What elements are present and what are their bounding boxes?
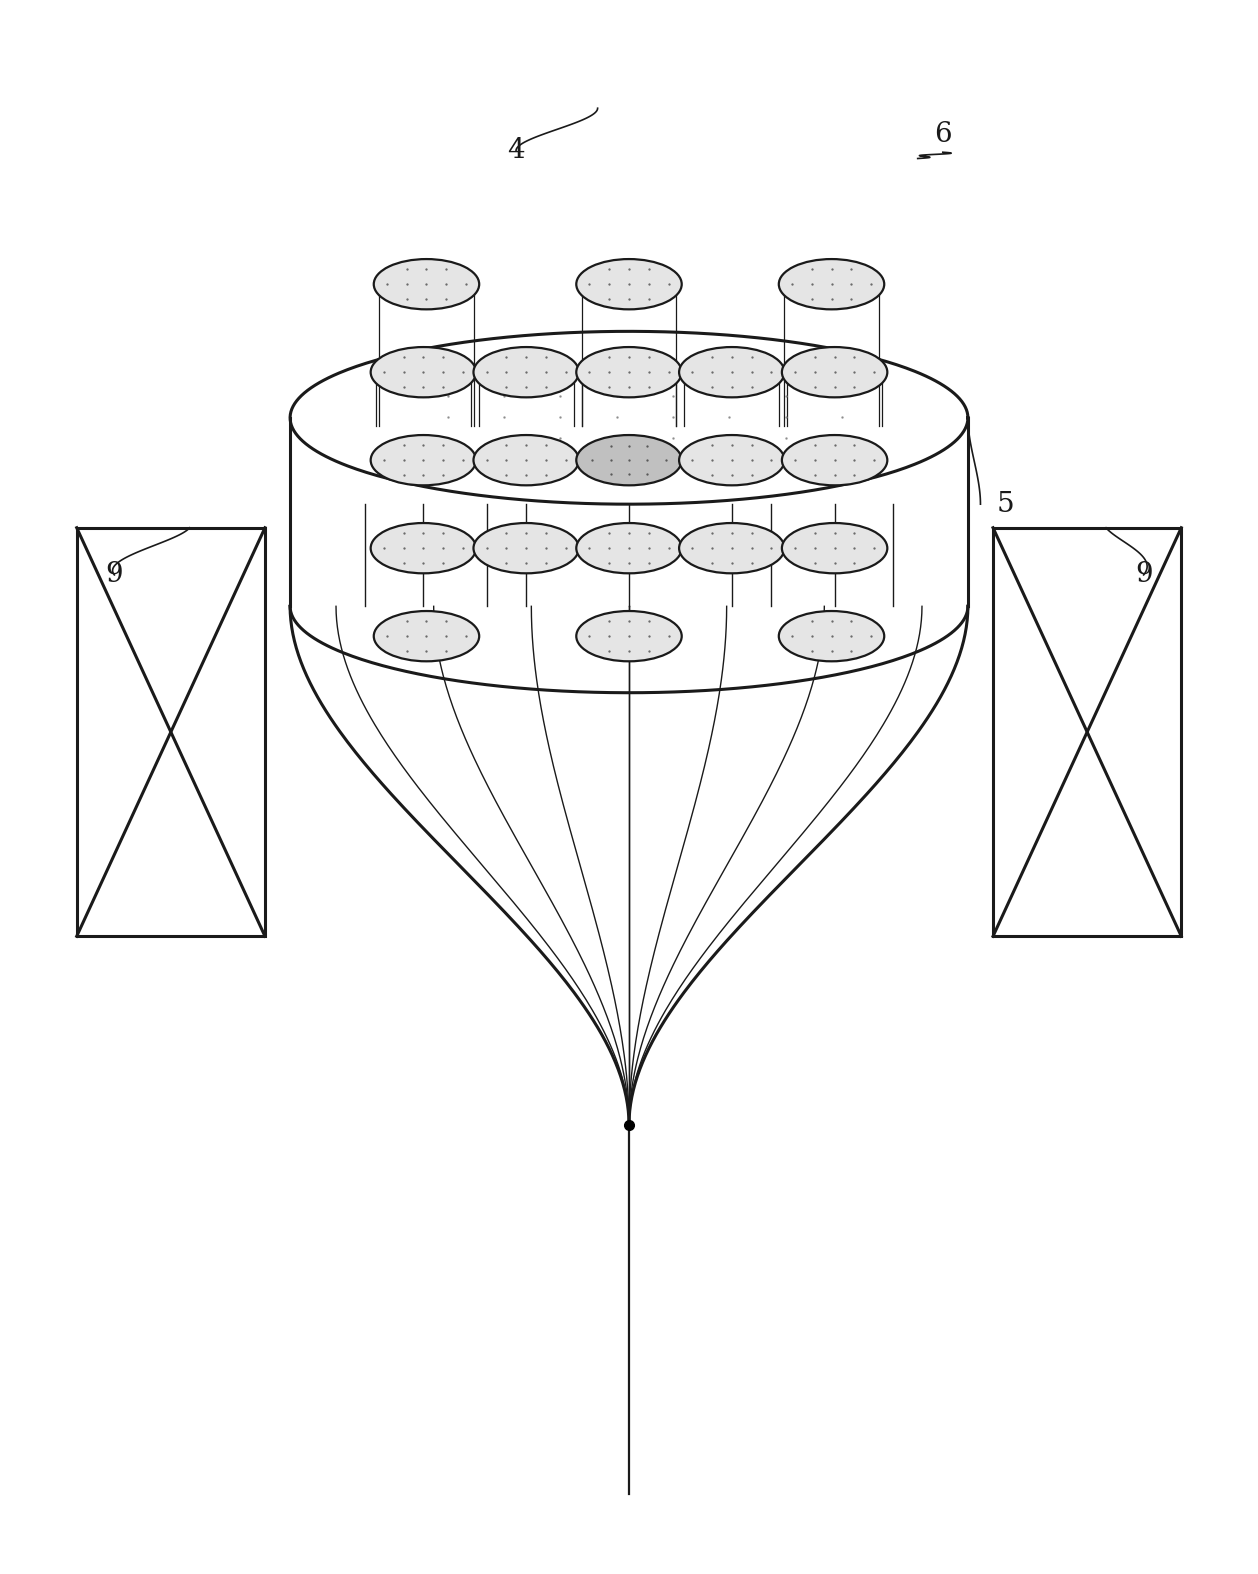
Ellipse shape — [782, 346, 887, 397]
Text: 4: 4 — [507, 137, 525, 164]
Ellipse shape — [679, 523, 785, 573]
Text: 9: 9 — [106, 562, 123, 589]
Ellipse shape — [576, 346, 682, 397]
Ellipse shape — [782, 434, 887, 485]
Ellipse shape — [371, 346, 476, 397]
Ellipse shape — [679, 434, 785, 485]
Ellipse shape — [374, 611, 479, 661]
Bar — [993, 527, 1181, 937]
Ellipse shape — [371, 434, 476, 485]
Text: 5: 5 — [996, 491, 1014, 518]
Ellipse shape — [679, 346, 785, 397]
Ellipse shape — [782, 523, 887, 573]
Ellipse shape — [473, 523, 579, 573]
Ellipse shape — [576, 611, 682, 661]
Ellipse shape — [371, 523, 476, 573]
Ellipse shape — [576, 523, 682, 573]
Ellipse shape — [779, 611, 884, 661]
Ellipse shape — [473, 434, 579, 485]
Bar — [77, 527, 265, 937]
Ellipse shape — [473, 346, 579, 397]
Text: 9: 9 — [1135, 562, 1152, 589]
Ellipse shape — [779, 260, 884, 310]
Ellipse shape — [374, 260, 479, 310]
Ellipse shape — [576, 434, 682, 485]
Text: 6: 6 — [933, 121, 951, 148]
Ellipse shape — [576, 260, 682, 310]
